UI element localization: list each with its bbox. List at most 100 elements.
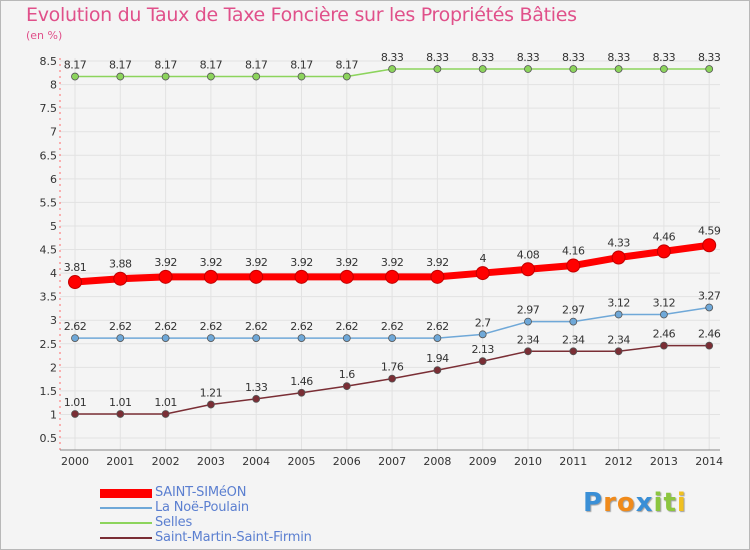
data-label: 3.92 [336, 256, 359, 269]
y-tick-label: 5 [50, 220, 57, 233]
data-point [161, 72, 170, 81]
data-point [614, 310, 623, 319]
data-point [566, 258, 581, 273]
y-tick-label: 6 [50, 173, 57, 186]
data-label: 2.62 [381, 320, 404, 333]
data-label: 2.7 [475, 316, 491, 329]
data-point [524, 347, 532, 356]
data-label: 3.92 [245, 256, 268, 269]
data-label: 1.46 [290, 375, 313, 388]
y-tick-label: 1 [50, 408, 57, 421]
y-tick-label: 5.5 [40, 196, 58, 209]
data-point [656, 244, 671, 259]
legend-label: La Noë-Poulain [155, 500, 249, 515]
data-label: 2.34 [517, 333, 540, 346]
logo-letter: o [616, 488, 636, 518]
x-tick-label: 2011 [559, 455, 587, 468]
y-tick-label: 6.5 [40, 149, 58, 162]
data-label: 2.62 [200, 320, 223, 333]
y-tick-label: 8 [50, 79, 57, 92]
chart-y-unit-label: (en %) [26, 29, 63, 42]
data-label: 3.92 [381, 256, 404, 269]
series-saint-martin-saint-firmin: 1.01 1.01 1.01 1.21 1.33 1.46 1.6 1.76 1.94 2.13 2… [64, 328, 721, 418]
x-tick-label: 2003 [197, 455, 225, 468]
y-tick-label: 1.5 [40, 385, 58, 398]
data-label: 2.62 [426, 320, 449, 333]
x-tick-label: 2012 [605, 455, 633, 468]
data-label: 2.34 [607, 333, 630, 346]
data-point [116, 410, 125, 418]
data-label: 4.08 [517, 248, 540, 261]
data-point [206, 400, 215, 409]
data-point [68, 275, 82, 290]
data-label: 8.17 [109, 59, 132, 72]
series-saint-sim-on: 3.81 3.88 3.92 3.92 3.92 3.92 3.92 3.92 3.92 4 4.0… [64, 224, 721, 290]
data-label: 4.46 [653, 230, 676, 243]
x-tick-label: 2000 [61, 455, 89, 468]
legend-swatch [100, 522, 152, 524]
data-point [388, 374, 397, 383]
legend-swatch [100, 489, 152, 498]
data-point [385, 269, 400, 284]
data-point [158, 269, 173, 284]
data-point [342, 382, 351, 391]
data-point [113, 271, 128, 286]
x-tick-label: 2007 [378, 455, 406, 468]
data-point [433, 334, 442, 342]
data-point [705, 65, 714, 73]
data-point [478, 65, 487, 73]
y-tick-label: 3.5 [40, 291, 58, 304]
logo-letter: r [603, 488, 617, 518]
data-label: 2.46 [698, 328, 721, 341]
data-point [342, 334, 351, 342]
x-tick-label: 2014 [695, 455, 723, 468]
data-label: 8.33 [426, 51, 449, 64]
x-tick-label: 2002 [152, 455, 180, 468]
data-point [206, 334, 215, 342]
x-tick-label: 2008 [423, 455, 451, 468]
x-tick-label: 2006 [333, 455, 361, 468]
data-point [569, 65, 578, 73]
y-tick-label: 7 [50, 126, 57, 139]
data-point [614, 347, 623, 356]
data-point [297, 72, 306, 81]
legend-swatch [100, 507, 152, 509]
data-point [475, 266, 490, 281]
x-tick-label: 2004 [242, 455, 270, 468]
logo-letter: i [653, 488, 664, 518]
data-label: 8.33 [381, 51, 404, 64]
y-tick-label: 2 [50, 361, 57, 374]
data-point [524, 317, 532, 326]
chart-title: Evolution du Taux de Taxe Foncière sur l… [26, 4, 577, 26]
data-point [660, 341, 668, 350]
data-point [388, 65, 397, 73]
data-label: 2.62 [64, 320, 87, 333]
series-la-no-poulain: 2.62 2.62 2.62 2.62 2.62 2.62 2.62 2.62 2.62 2.7 2… [64, 289, 721, 342]
data-point [203, 269, 218, 284]
data-label: 4.59 [698, 224, 721, 237]
legend-label: Selles [155, 515, 193, 530]
data-point [521, 262, 535, 277]
y-tick-label: 3 [50, 314, 57, 327]
data-label: 8.33 [653, 51, 676, 64]
data-point [705, 341, 714, 350]
data-label: 8.33 [607, 51, 630, 64]
data-point [478, 357, 487, 366]
data-point [702, 238, 717, 253]
data-point [71, 410, 79, 418]
data-point [71, 334, 79, 342]
data-label: 8.33 [517, 51, 540, 64]
data-label: 1.33 [245, 381, 268, 394]
data-point [569, 317, 578, 326]
data-label: 8.33 [698, 51, 721, 64]
y-tick-label: 8.5 [40, 55, 58, 68]
data-label: 3.12 [607, 297, 630, 310]
logo-letter: x [635, 488, 654, 518]
data-point [161, 410, 170, 418]
data-point [660, 310, 668, 319]
proxiti-logo: Proxiti [583, 488, 687, 518]
data-point [388, 334, 397, 342]
y-tick-label: 7.5 [40, 102, 58, 115]
data-label: 8.17 [154, 59, 177, 72]
